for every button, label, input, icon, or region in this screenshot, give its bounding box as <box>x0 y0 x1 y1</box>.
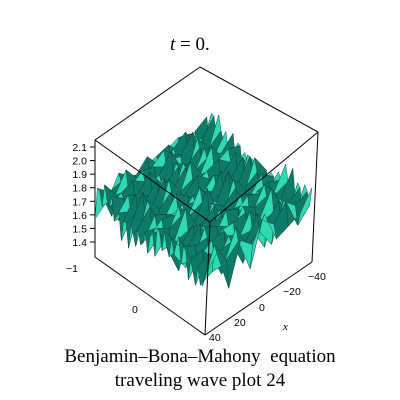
y-tick-label: −1 <box>66 263 78 275</box>
z-tick-label: 1.8 <box>72 183 87 195</box>
x-tick-label: −40 <box>308 271 326 283</box>
z-tick-label: 2.0 <box>72 156 87 168</box>
box-edge-front-right <box>209 131 319 223</box>
z-tick-label: 1.7 <box>72 196 87 208</box>
x-axis: −40 −20 0 20 40 <box>209 271 326 344</box>
title-variable: t <box>170 34 176 55</box>
x-tick-label: 20 <box>234 317 246 329</box>
box-edge-bottom-right <box>204 261 313 336</box>
z-tick-label: 2.1 <box>72 142 87 154</box>
bounding-box-front-edges <box>94 131 319 336</box>
surface-patch <box>202 244 218 286</box>
z-tick-label: 1.6 <box>72 210 87 222</box>
box-edge-bottom-left <box>94 256 206 336</box>
x-tick-label: −20 <box>283 286 301 298</box>
x-tick-label: 40 <box>209 332 221 344</box>
z-axis: 1.4 1.51.6 1.71.8 1.92.0 2.1 <box>72 142 95 249</box>
x-tick-label: 0 <box>259 302 265 314</box>
z-tick-label: 1.9 <box>72 169 87 181</box>
plot-title: t = 0. <box>170 34 210 55</box>
y-tick-label: 0 <box>132 304 138 316</box>
box-edge-top-right <box>199 66 319 133</box>
box-edge-front-vertical <box>204 221 211 336</box>
caption-line-1: Benjamin–Bona–Mahony equation <box>64 346 336 367</box>
box-edge-front-left <box>94 139 211 223</box>
title-value: = 0. <box>175 34 209 55</box>
caption-line-2: traveling wave plot 24 <box>114 370 286 391</box>
y-axis: −1 0 <box>66 263 138 316</box>
wave-surface <box>94 113 313 289</box>
z-tick-label: 1.5 <box>72 223 87 235</box>
box-edge-top-left <box>94 66 201 141</box>
z-tick-label: 1.4 <box>72 237 87 249</box>
x-axis-label: x <box>282 321 288 333</box>
bounding-box-back-edges <box>94 66 319 336</box>
box-edge-right-vertical <box>311 131 319 263</box>
